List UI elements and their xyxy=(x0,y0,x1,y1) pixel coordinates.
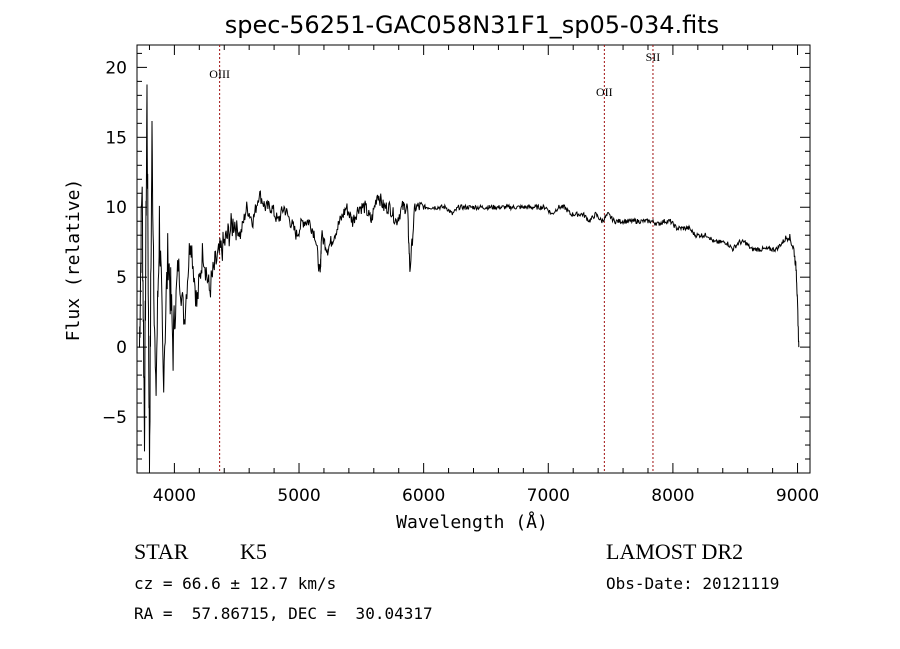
observation-date: Obs-Date: 20121119 xyxy=(606,574,780,593)
y-axis-ticks xyxy=(137,52,810,460)
y-tick-label: 10 xyxy=(105,198,127,218)
x-axis-ticks xyxy=(148,45,799,473)
emission-line-label: OII xyxy=(596,85,613,99)
y-tick-label: 0 xyxy=(116,338,127,358)
object-subclass: K5 xyxy=(240,539,267,564)
x-tick-label: 7000 xyxy=(527,486,570,506)
plot-frame xyxy=(136,44,811,474)
object-class: STAR xyxy=(134,539,189,564)
survey-name: LAMOST DR2 xyxy=(606,539,744,564)
emission-line-markers: OIII OII SII xyxy=(209,45,660,473)
x-tick-label: 6000 xyxy=(402,486,445,506)
x-axis-tick-labels: 4000 5000 6000 7000 8000 9000 xyxy=(153,486,819,506)
emission-line-label: OIII xyxy=(209,67,230,81)
y-tick-label: 5 xyxy=(116,268,127,288)
x-tick-label: 8000 xyxy=(651,486,694,506)
spectrum-line xyxy=(139,84,800,469)
emission-line-label: SII xyxy=(646,50,661,64)
redshift-cz: cz = 66.6 ± 12.7 km/s xyxy=(134,574,337,593)
spectrum-series xyxy=(139,84,800,469)
y-axis-label: Flux (relative) xyxy=(63,179,84,342)
y-tick-label: 20 xyxy=(105,58,127,78)
chart-title: spec-56251-GAC058N31F1_sp05-034.fits xyxy=(225,11,719,39)
x-axis-label: Wavelength (Å) xyxy=(396,511,548,533)
ra-dec: RA = 57.86715, DEC = 30.04317 xyxy=(134,604,433,623)
y-tick-label: −5 xyxy=(102,408,127,428)
x-tick-label: 5000 xyxy=(277,486,320,506)
y-axis-tick-labels: 20 15 10 5 0 −5 xyxy=(102,58,127,428)
x-tick-label: 9000 xyxy=(776,486,819,506)
x-tick-label: 4000 xyxy=(153,486,196,506)
y-tick-label: 15 xyxy=(105,128,127,148)
